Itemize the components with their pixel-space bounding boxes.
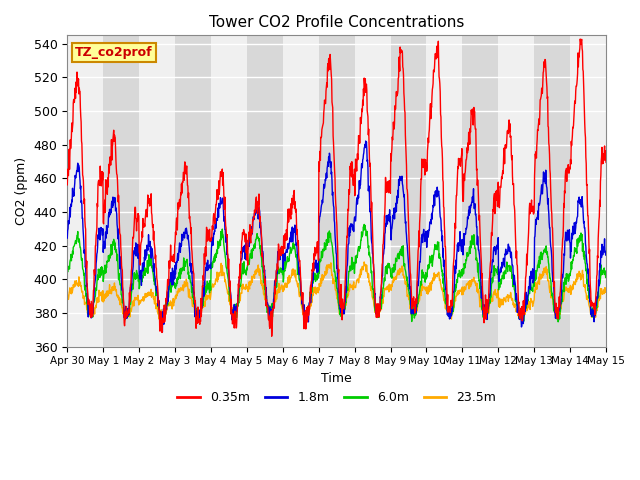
6.0m [183, 256, 191, 262]
23.5m [63, 297, 71, 302]
23.5m [244, 284, 252, 289]
0.35m [63, 182, 71, 188]
Line: 23.5m: 23.5m [67, 262, 606, 319]
1.8m [421, 239, 429, 244]
23.5m [602, 289, 610, 295]
Bar [175, 36, 211, 347]
0.35m [491, 211, 499, 216]
Text: TZ_co2prof: TZ_co2prof [76, 46, 153, 59]
23.5m [360, 259, 368, 265]
6.0m [602, 268, 610, 274]
Bar [390, 36, 426, 347]
Bar [103, 36, 139, 347]
1.8m [539, 185, 547, 191]
Legend: 0.35m, 1.8m, 6.0m, 23.5m: 0.35m, 1.8m, 6.0m, 23.5m [172, 386, 501, 409]
6.0m [554, 319, 562, 324]
Line: 6.0m: 6.0m [67, 225, 606, 322]
X-axis label: Time: Time [321, 372, 352, 385]
Y-axis label: CO2 (ppm): CO2 (ppm) [15, 157, 28, 225]
Line: 0.35m: 0.35m [67, 39, 606, 336]
1.8m [602, 251, 610, 257]
6.0m [420, 273, 428, 279]
6.0m [539, 254, 547, 260]
23.5m [520, 316, 527, 322]
0.35m [183, 173, 191, 179]
23.5m [491, 292, 499, 298]
0.35m [602, 159, 610, 165]
1.8m [362, 138, 369, 144]
6.0m [63, 264, 71, 269]
1.8m [492, 244, 499, 250]
1.8m [159, 329, 166, 335]
6.0m [360, 222, 368, 228]
0.35m [539, 90, 547, 96]
6.0m [244, 263, 252, 269]
0.35m [577, 36, 584, 42]
Title: Tower CO2 Profile Concentrations: Tower CO2 Profile Concentrations [209, 15, 465, 30]
Bar [534, 36, 570, 347]
0.35m [268, 333, 276, 339]
23.5m [183, 283, 191, 289]
1.8m [184, 236, 191, 241]
1.8m [170, 268, 178, 274]
Bar [319, 36, 355, 347]
0.35m [170, 253, 178, 259]
1.8m [63, 235, 71, 241]
23.5m [420, 285, 428, 290]
6.0m [491, 267, 499, 273]
23.5m [170, 298, 178, 304]
23.5m [539, 273, 547, 278]
Bar [247, 36, 283, 347]
1.8m [244, 247, 252, 252]
0.35m [244, 253, 252, 259]
0.35m [420, 158, 428, 164]
Bar [462, 36, 499, 347]
6.0m [170, 282, 178, 288]
Line: 1.8m: 1.8m [67, 141, 606, 332]
